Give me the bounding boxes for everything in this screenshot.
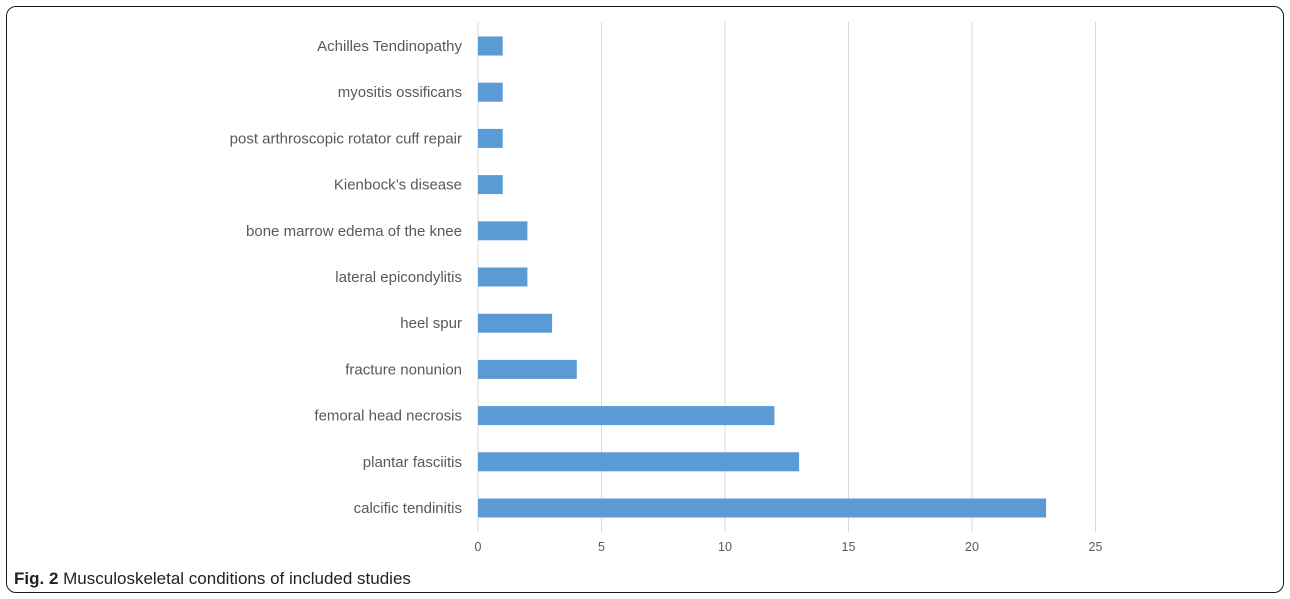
figure-caption: Fig. 2 Musculoskeletal conditions of inc…	[14, 569, 411, 589]
category-label: plantar fasciitis	[363, 454, 462, 471]
category-label: fracture nonunion	[345, 361, 462, 378]
gridlines	[477, 22, 1096, 532]
category-label: lateral epicondylitis	[335, 269, 462, 286]
category-label: heel spur	[400, 315, 462, 332]
category-label: bone marrow edema of the knee	[246, 223, 462, 240]
bar	[478, 82, 503, 102]
bar	[478, 128, 503, 148]
figure-frame	[6, 6, 1284, 593]
x-tick-label: 10	[718, 540, 732, 554]
category-label: myositis ossificans	[338, 84, 462, 101]
x-tick-label: 15	[842, 540, 856, 554]
x-tick-label: 0	[475, 540, 482, 554]
bar	[478, 452, 800, 472]
category-label: Kienbock’s disease	[334, 177, 462, 194]
bar-chart: Achilles Tendinopathy myositis ossificans…	[230, 22, 1103, 554]
bar	[478, 406, 775, 426]
category-label: Achilles Tendinopathy	[317, 38, 462, 55]
category-label: post arthroscopic rotator cuff repair	[230, 130, 462, 147]
bar	[478, 36, 503, 56]
bar	[478, 175, 503, 195]
x-tick-labels: 0 5 10 15 20 25	[475, 540, 1103, 554]
bar	[478, 267, 528, 287]
bar	[478, 221, 528, 241]
caption-label: Fig. 2	[14, 569, 59, 588]
bars	[478, 36, 1047, 518]
category-label: calcific tendinitis	[354, 500, 462, 517]
category-labels: Achilles Tendinopathy myositis ossificans…	[230, 38, 463, 517]
x-tick-label: 20	[965, 540, 979, 554]
bar	[478, 498, 1047, 518]
category-label: femoral head necrosis	[314, 408, 462, 425]
caption-text: Musculoskeletal conditions of included s…	[63, 569, 411, 588]
x-tick-label: 5	[598, 540, 605, 554]
bar	[478, 313, 553, 333]
x-tick-label: 25	[1089, 540, 1103, 554]
bar	[478, 359, 577, 379]
